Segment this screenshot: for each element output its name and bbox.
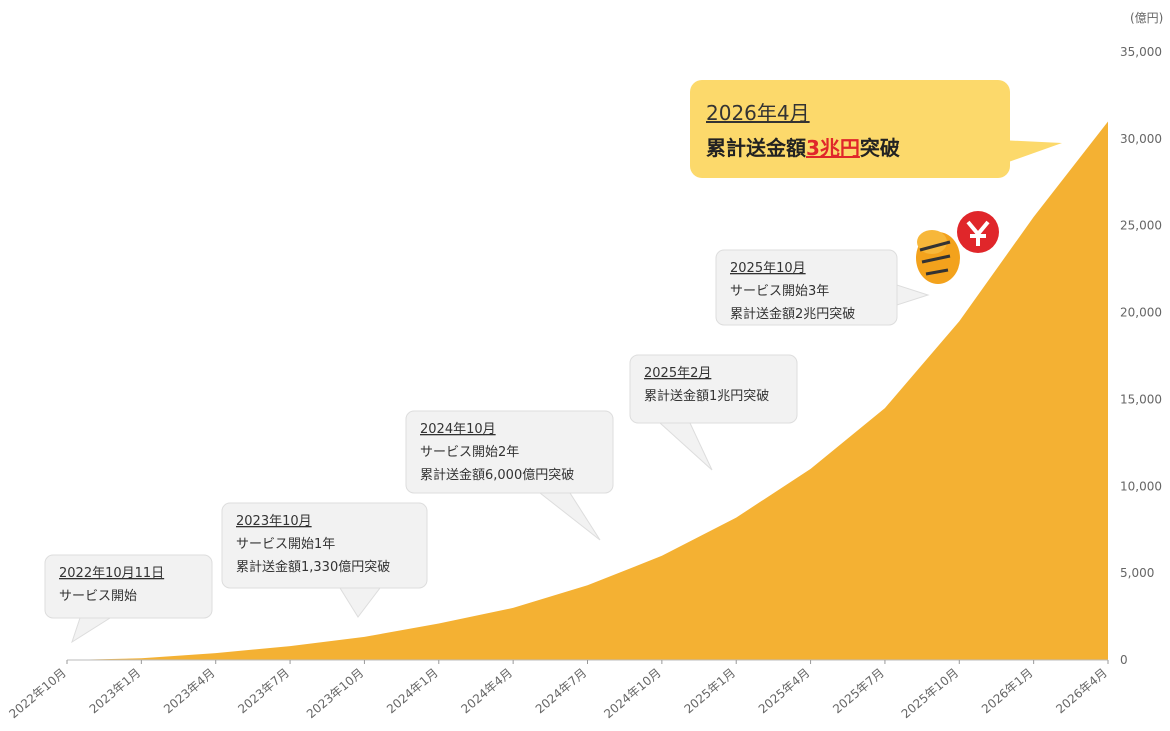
y-tick-label: 25,000: [1120, 219, 1162, 233]
x-tick-label: 2023年10月: [304, 666, 366, 722]
callout-box: [690, 80, 1010, 178]
callout-line: 累計送金額2兆円突破: [730, 306, 855, 322]
callout-tail: [538, 492, 601, 541]
highlight-part: 累計送金額: [706, 136, 806, 160]
x-tick-label: 2023年7月: [235, 666, 292, 717]
callout-tail: [1000, 140, 1062, 165]
x-tick-label: 2023年4月: [161, 666, 218, 717]
callout-box: [44, 554, 213, 619]
callout-box: [629, 354, 798, 424]
callout-line: サービス開始3年: [730, 284, 829, 299]
x-tick-label: 2024年10月: [601, 666, 663, 722]
area: [67, 121, 1108, 660]
callout-date: 2025年2月: [644, 366, 711, 381]
x-tick-label: 2024年7月: [533, 666, 590, 717]
highlight-date: 2026年4月: [706, 101, 810, 125]
callout-date: 2022年10月11日: [59, 566, 164, 581]
highlight-part: 突破: [860, 136, 900, 160]
y-tick-label: 15,000: [1120, 392, 1162, 406]
callout-tail: [339, 587, 382, 618]
x-tick-label: 2025年10月: [899, 666, 961, 722]
callout-date: 2023年10月: [236, 514, 312, 529]
callout-box: [405, 410, 614, 494]
x-tick-label: 2024年4月: [458, 666, 515, 717]
callout-line: 累計送金額1兆円突破: [644, 388, 769, 404]
y-tick-label: 0: [1120, 653, 1128, 667]
y-tick-label: 35,000: [1120, 45, 1162, 59]
callout-box: [221, 502, 428, 589]
callout-tail: [71, 617, 112, 644]
y-tick-label: 10,000: [1120, 479, 1162, 493]
callout-line: 累計送金額1,330億円突破: [236, 559, 390, 575]
x-tick-label: 2023年1月: [87, 666, 144, 717]
callout-line: サービス開始2年: [420, 445, 519, 460]
mascot-icon: [916, 211, 999, 284]
unit-label: (億円): [1130, 11, 1163, 25]
x-tick-label: 2026年1月: [979, 666, 1036, 717]
callout-tail: [896, 284, 930, 306]
x-tick-label: 2025年4月: [756, 666, 813, 717]
highlight-text: 累計送金額3兆円突破: [706, 136, 900, 160]
callout-date: 2025年10月: [730, 261, 806, 276]
callout-line: サービス開始: [59, 589, 137, 604]
y-tick-label: 20,000: [1120, 306, 1162, 320]
callout-line: 累計送金額6,000億円突破: [420, 467, 574, 483]
x-tick-label: 2022年10月: [6, 666, 68, 722]
callout-date: 2024年10月: [420, 422, 496, 437]
callout-box: [715, 249, 898, 326]
callout-tail: [658, 422, 713, 471]
x-tick-label: 2025年1月: [682, 666, 739, 717]
x-tick-label: 2025年7月: [830, 666, 887, 717]
y-tick-label: 30,000: [1120, 132, 1162, 146]
x-tick-label: 2026年4月: [1053, 666, 1110, 717]
highlight-part: 3兆円: [806, 136, 860, 160]
x-tick-label: 2024年1月: [384, 666, 441, 717]
y-tick-label: 5,000: [1120, 566, 1154, 580]
callout-line: サービス開始1年: [236, 537, 335, 552]
